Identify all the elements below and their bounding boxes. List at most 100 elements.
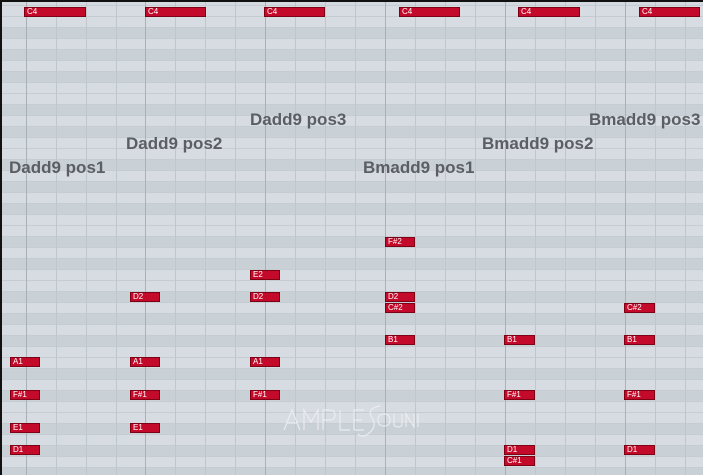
note-e1[interactable]: E1 xyxy=(130,423,160,433)
pitch-lane xyxy=(2,390,703,401)
pitch-lane xyxy=(2,71,703,82)
note-cs1[interactable]: C#1 xyxy=(504,456,535,466)
beat-line xyxy=(235,2,236,475)
beat-line xyxy=(655,2,656,475)
chord-label-bmadd9-pos2: Bmadd9 pos2 xyxy=(482,134,594,153)
chord-label-dadd9-pos2: Dadd9 pos2 xyxy=(126,134,223,153)
pitch-lane xyxy=(2,368,703,379)
beat-line xyxy=(86,2,87,475)
note-c4[interactable]: C4 xyxy=(264,7,325,17)
pitch-lane xyxy=(2,82,703,93)
chord-label-dadd9-pos3: Dadd9 pos3 xyxy=(250,110,347,129)
pitch-lane xyxy=(2,5,703,16)
pitch-lane xyxy=(2,93,703,104)
note-fs1[interactable]: F#1 xyxy=(250,390,280,400)
bar-line xyxy=(145,2,146,475)
note-c4[interactable]: C4 xyxy=(145,7,206,17)
note-cs2[interactable]: C#2 xyxy=(385,303,415,313)
note-e1[interactable]: E1 xyxy=(10,423,40,433)
note-a1[interactable]: A1 xyxy=(130,357,160,367)
pitch-lane xyxy=(2,291,703,302)
pitch-lane xyxy=(2,346,703,357)
pitch-lane xyxy=(2,401,703,412)
beat-line xyxy=(445,2,446,475)
pitch-lane xyxy=(2,203,703,214)
note-b1[interactable]: B1 xyxy=(624,335,655,345)
pitch-lane xyxy=(2,456,703,467)
beat-line xyxy=(595,2,596,475)
note-d2[interactable]: D2 xyxy=(130,292,160,302)
note-cs2[interactable]: C#2 xyxy=(624,303,655,313)
beat-line xyxy=(535,2,536,475)
pitch-lane xyxy=(2,302,703,313)
pitch-lane xyxy=(2,423,703,434)
beat-line xyxy=(295,2,296,475)
pitch-lane xyxy=(2,126,703,137)
note-fs1[interactable]: F#1 xyxy=(624,390,655,400)
pitch-lane xyxy=(2,192,703,203)
pitch-lane xyxy=(2,445,703,456)
beat-line xyxy=(56,2,57,475)
pitch-lane xyxy=(2,49,703,60)
pitch-lane xyxy=(2,104,703,115)
note-c4[interactable]: C4 xyxy=(639,7,700,17)
note-fs2[interactable]: F#2 xyxy=(385,237,415,247)
pitch-lane xyxy=(2,412,703,423)
beat-line xyxy=(475,2,476,475)
note-d1[interactable]: D1 xyxy=(624,445,655,455)
note-fs1[interactable]: F#1 xyxy=(504,390,535,400)
pitch-lane xyxy=(2,335,703,346)
note-b1[interactable]: B1 xyxy=(385,335,415,345)
pitch-lane xyxy=(2,159,703,170)
pitch-lane xyxy=(2,379,703,390)
pitch-lane xyxy=(2,170,703,181)
pitch-lane xyxy=(2,280,703,291)
bar-line xyxy=(26,2,27,475)
note-fs1[interactable]: F#1 xyxy=(10,390,40,400)
beat-line xyxy=(355,2,356,475)
note-d2[interactable]: D2 xyxy=(385,292,415,302)
beat-line xyxy=(685,2,686,475)
note-d2[interactable]: D2 xyxy=(250,292,280,302)
chord-label-dadd9-pos1: Dadd9 pos1 xyxy=(9,158,106,177)
chord-label-bmadd9-pos3: Bmadd9 pos3 xyxy=(589,110,701,129)
note-c4[interactable]: C4 xyxy=(518,7,580,17)
bar-line xyxy=(265,2,266,475)
note-fs1[interactable]: F#1 xyxy=(130,390,160,400)
pitch-lane xyxy=(2,324,703,335)
pitch-lane xyxy=(2,269,703,280)
beat-line xyxy=(175,2,176,475)
chord-label-bmadd9-pos1: Bmadd9 pos1 xyxy=(363,158,475,177)
note-d1[interactable]: D1 xyxy=(504,445,535,455)
pitch-lane xyxy=(2,258,703,269)
pitch-lane xyxy=(2,313,703,324)
pitch-lane xyxy=(2,214,703,225)
note-c4[interactable]: C4 xyxy=(24,7,86,17)
beat-line xyxy=(565,2,566,475)
bar-line xyxy=(625,2,626,475)
beat-line xyxy=(325,2,326,475)
note-a1[interactable]: A1 xyxy=(10,357,40,367)
pitch-lane xyxy=(2,38,703,49)
note-c4[interactable]: C4 xyxy=(399,7,460,17)
bar-line xyxy=(505,2,506,475)
pitch-lane xyxy=(2,467,703,475)
pitch-lane xyxy=(2,148,703,159)
beat-line xyxy=(415,2,416,475)
beat-line xyxy=(116,2,117,475)
pitch-lane xyxy=(2,225,703,236)
pitch-lane xyxy=(2,181,703,192)
note-a1[interactable]: A1 xyxy=(250,357,280,367)
note-d1[interactable]: D1 xyxy=(10,445,40,455)
note-e2[interactable]: E2 xyxy=(250,270,280,280)
pitch-lane xyxy=(2,16,703,27)
amplesound-watermark-logo xyxy=(280,400,420,440)
pitch-lane xyxy=(2,60,703,71)
pitch-lane xyxy=(2,357,703,368)
beat-line xyxy=(205,2,206,475)
pitch-lane xyxy=(2,115,703,126)
pitch-lane xyxy=(2,27,703,38)
note-b1[interactable]: B1 xyxy=(504,335,535,345)
pitch-lane xyxy=(2,247,703,258)
